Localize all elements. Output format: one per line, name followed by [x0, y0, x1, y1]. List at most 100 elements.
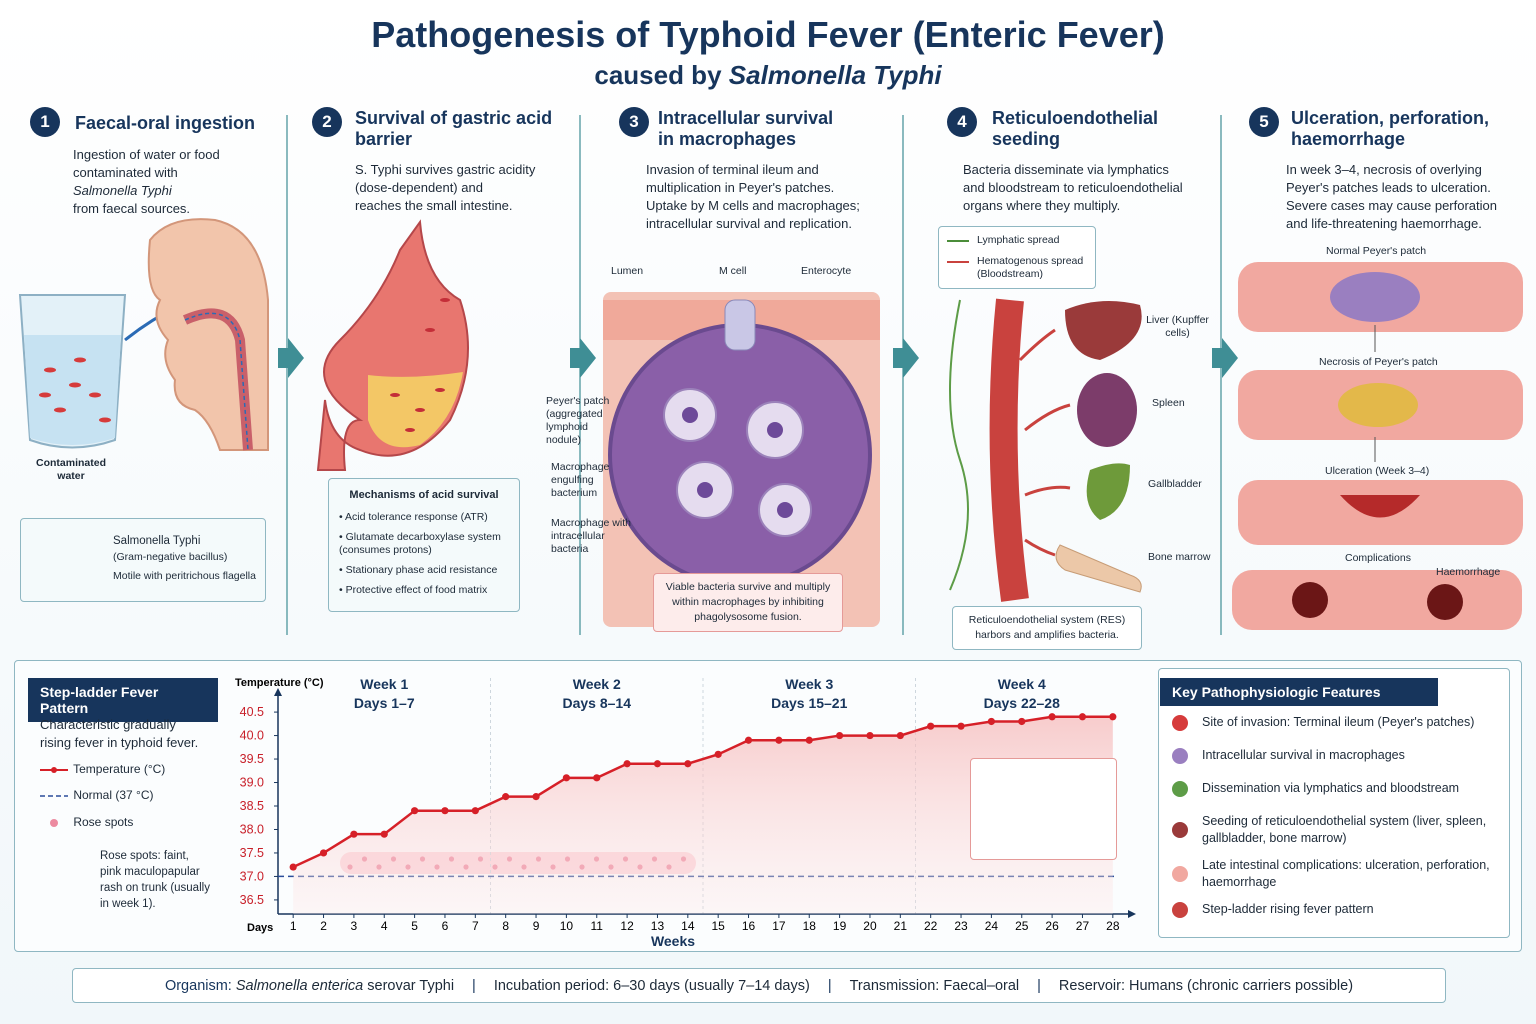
organism-box: Salmonella Typhi (Gram-negative bacillus… [20, 518, 266, 602]
footer-item: Incubation period: 6–30 days (usually 7–… [494, 978, 810, 994]
box-text: Glutamate decarboxylase system (consumes… [339, 531, 501, 556]
legend-swatch [40, 795, 68, 797]
y-tick-label: 38.0 [240, 822, 264, 836]
legend-text: Temperature (°C) [73, 762, 166, 776]
x-tick-label: 12 [620, 919, 634, 933]
separator: | [1037, 977, 1041, 994]
rose-description: Rose spots: faint, pink maculopapular ra… [100, 850, 210, 910]
feature-item: Site of invasion: Terminal ileum (Peyer'… [1168, 714, 1498, 731]
line: S. Typhi survives gastric acidity [355, 162, 536, 177]
label: Macrophage with intracellular bacteria [551, 517, 631, 555]
x-tick-label: 28 [1106, 919, 1120, 933]
step-title: Faecal-oral ingestion [75, 113, 256, 133]
footer-label: Organism: [164, 977, 232, 994]
feature-icon [1172, 747, 1188, 764]
y-tick-label: 40.5 [240, 705, 264, 719]
features-title: Key Pathophysiologic Features [1160, 678, 1438, 706]
legend-text: Rose spots [73, 815, 134, 829]
point [1078, 713, 1087, 721]
point [411, 807, 419, 815]
x-tick-label: 5 [411, 919, 418, 933]
step-number: 2 [312, 107, 342, 137]
footer-item: Organism: Salmonella enterica serovar Ty… [165, 978, 454, 994]
week-days: Days 1–7 [354, 695, 415, 711]
box-line: (Gram-negative bacillus) [113, 551, 228, 563]
week-days: Days 8–14 [562, 695, 631, 711]
point [1048, 713, 1056, 721]
line: from faecal sources. [73, 201, 191, 216]
point [684, 760, 692, 768]
y-tick-label: 39.0 [240, 776, 264, 790]
line: and bloodstream to reticuloendothelial [963, 180, 1183, 195]
x-tick-label: 15 [711, 919, 725, 933]
feature-text: Intracellular survival in macrophages [1202, 748, 1405, 762]
point [471, 807, 479, 815]
label: Bone marrow [1148, 551, 1211, 563]
label: Spleen [1152, 397, 1185, 409]
label: Liver (Kupffer cells) [1146, 314, 1209, 339]
title: Pathogenesis of Typhoid Fever (Enteric F… [371, 14, 1165, 55]
x-tick-label: 22 [924, 919, 938, 933]
y-tick-label: 40.0 [240, 729, 264, 743]
subtitle: caused by Salmonella Typhi [0, 60, 1536, 91]
y-tick-label: 38.5 [240, 799, 264, 813]
feature-item: Step-ladder rising fever pattern [1168, 901, 1498, 918]
step-number: 4 [947, 107, 977, 137]
line: and life-threatening haemorrhage. [1286, 216, 1482, 231]
point [593, 774, 601, 782]
line: Invasion of terminal ileum and [646, 162, 819, 177]
point [927, 722, 935, 730]
footer-label: Incubation period: [493, 977, 610, 994]
footer-item: Reservoir: Humans (chronic carriers poss… [1059, 978, 1353, 994]
x-tick-label: 26 [1045, 919, 1059, 933]
x-tick-label: 6 [442, 919, 449, 933]
mechanism-box: Mechanisms of acid survival • Acid toler… [328, 478, 520, 612]
box-item: • Protective effect of food matrix [339, 584, 488, 596]
y-tick-label: 37.0 [240, 869, 264, 883]
line: intracellular survival and replication. [646, 216, 852, 231]
label: Peyer's patch (aggregated lymphoid nodul… [546, 395, 610, 446]
point [1018, 717, 1026, 726]
x-axis-title: Weeks [651, 933, 695, 949]
line: In week 3–4, necrosis of overlying [1286, 162, 1482, 177]
box-item: • Stationary phase acid resistance [339, 564, 498, 576]
legend-text: Lymphatic spread [977, 234, 1060, 246]
footer-value: 6–30 days (usually 7–14 days) [613, 977, 810, 994]
x-tick-label: 21 [894, 919, 908, 933]
box-line: Salmonella Typhi [113, 535, 201, 547]
x-tick-label: 1 [290, 919, 297, 933]
x-tick-title: Days [247, 922, 273, 934]
label: Lumen [611, 265, 644, 277]
label: Complications [1345, 552, 1411, 564]
label: Normal Peyer's patch [1326, 245, 1427, 257]
line: Peyer's patches leads to ulceration. [1286, 180, 1491, 195]
glass [18, 294, 181, 449]
step-description: S. Typhi survives gastric acidity (dose-d… [355, 161, 535, 215]
x-tick-label: 23 [954, 919, 968, 933]
step-title: Intracellular survival in macrophages [658, 108, 834, 149]
legend-rose: Rose spots [40, 815, 133, 830]
point [987, 717, 995, 726]
point [289, 863, 297, 871]
legend-swatch [947, 240, 969, 247]
x-tick-label: 2 [320, 919, 327, 933]
point [502, 793, 510, 801]
x-tick-label: 8 [502, 919, 509, 933]
step-title: Survival of gastric acid barrier [355, 108, 553, 149]
spread-legend: Lymphatic spread Hematogenous spread (Bl… [938, 226, 1096, 289]
features-panel [1158, 668, 1510, 938]
step-number: 3 [619, 107, 649, 137]
label: Macrophage engulfing bacterium [551, 461, 610, 499]
legend-swatch [40, 766, 68, 773]
stomach [316, 219, 469, 471]
box-text: Stationary phase acid resistance [345, 564, 498, 576]
line: reaches the small intestine. [355, 198, 513, 213]
legend-item: Lymphatic spread [947, 234, 1087, 247]
line: Ingestion of water or food [73, 147, 220, 162]
footer-value: Faecal–oral [943, 977, 1020, 994]
label: Enterocyte [801, 265, 852, 277]
step-description: Bacteria disseminate via lymphatics and b… [963, 161, 1183, 215]
box-line: Motile with peritrichous flagella [113, 570, 256, 582]
